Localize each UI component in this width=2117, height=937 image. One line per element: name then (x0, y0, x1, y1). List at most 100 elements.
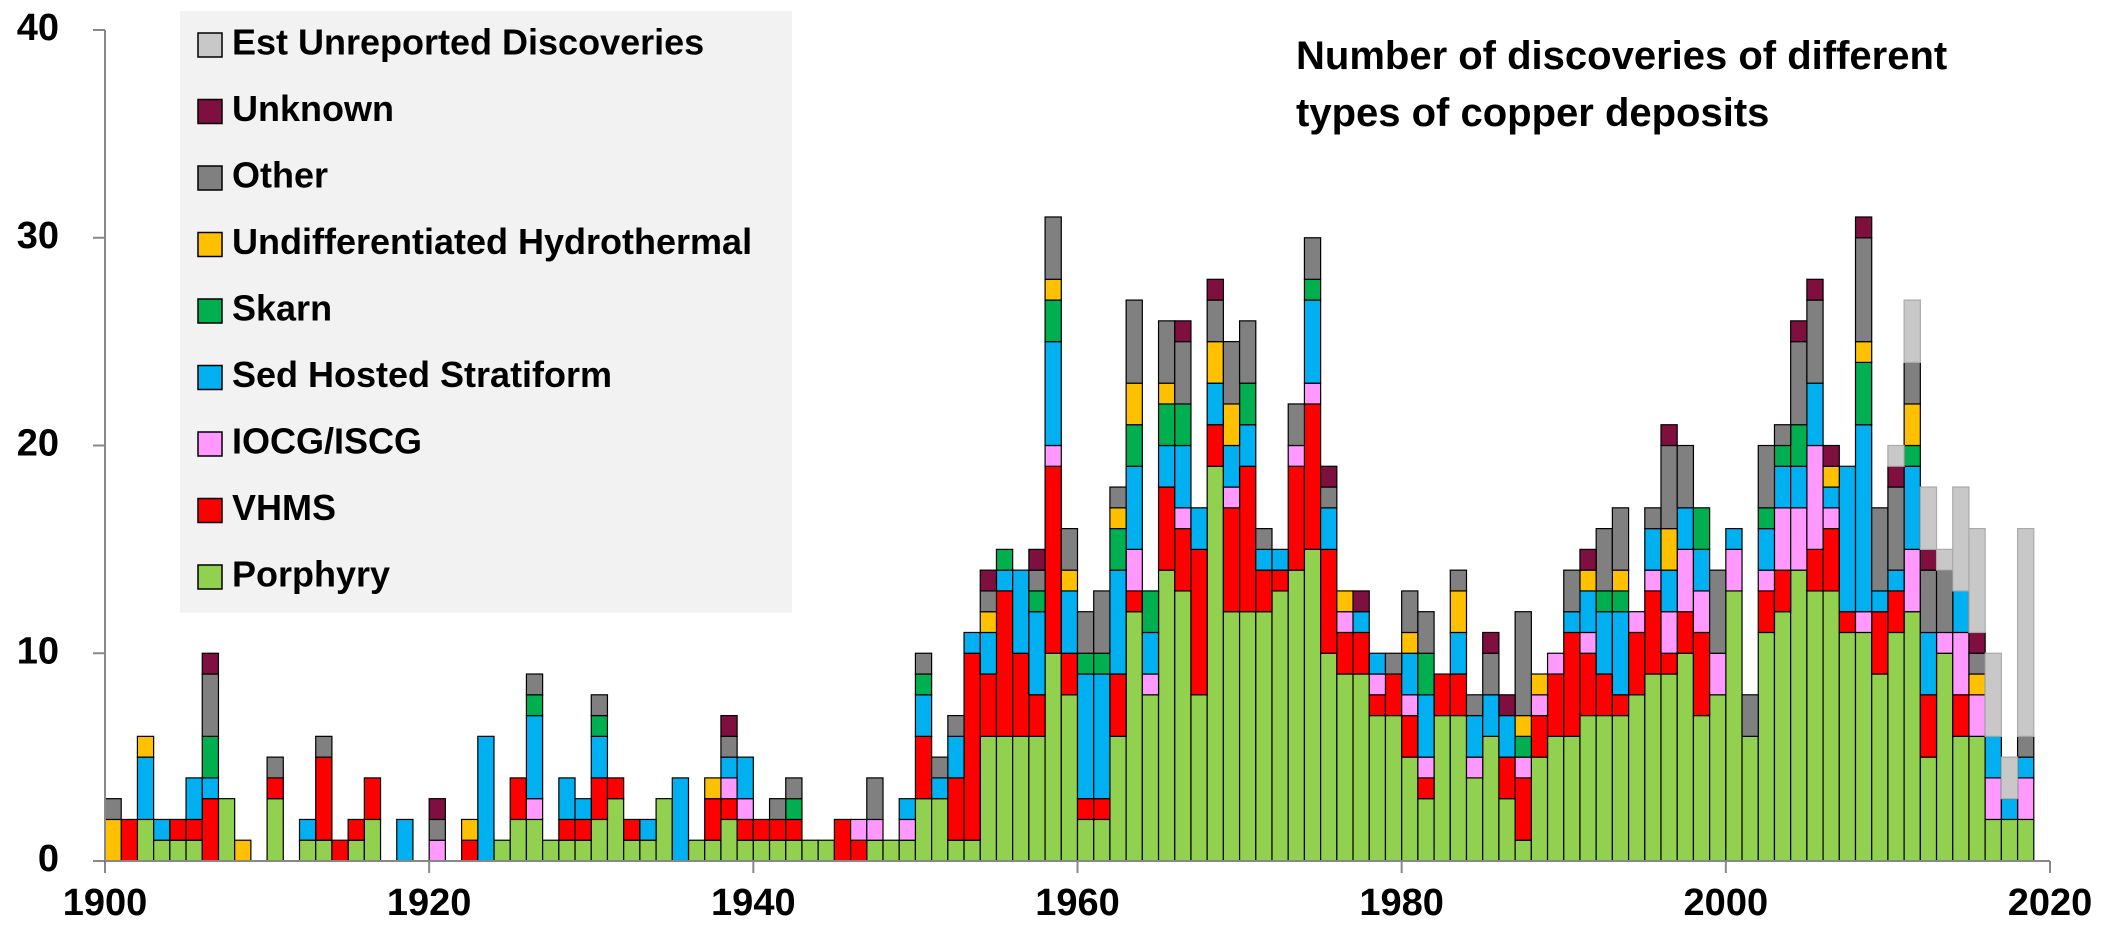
bar-segment (1028, 611, 1046, 696)
x-tick-label: 1920 (387, 882, 472, 924)
bar-segment (1044, 216, 1062, 280)
bar-segment (995, 548, 1014, 571)
x-tick-label: 2000 (1684, 882, 1769, 924)
bar-segment (525, 714, 544, 800)
bar-segment (1903, 403, 1921, 447)
bar-segment (1579, 631, 1597, 654)
bar-segment (1190, 548, 1208, 696)
bar-segment (2016, 527, 2035, 737)
bar-segment (1806, 382, 1824, 447)
bar-segment (1838, 631, 1857, 862)
bar-segment (1919, 486, 1938, 550)
bar-segment (525, 673, 544, 696)
bar-segment (1174, 590, 1192, 862)
bar-segment (1871, 673, 1889, 862)
bar-segment (720, 798, 738, 821)
bar-segment (720, 756, 738, 779)
bar-segment (1482, 631, 1500, 654)
bar-segment (1141, 590, 1160, 634)
bar-segment (1287, 444, 1306, 467)
bar-segment (1044, 444, 1062, 467)
bar-segment (1514, 839, 1532, 862)
bar-segment (995, 569, 1014, 592)
bar-segment (1579, 548, 1597, 571)
bar-segment (396, 818, 414, 862)
bar-segment (1838, 465, 1857, 613)
bar-segment (1887, 486, 1905, 571)
bar-segment (1449, 590, 1468, 634)
bar-segment (1109, 569, 1127, 675)
bar-segment (1417, 798, 1435, 862)
bar-segment (1238, 611, 1257, 862)
bar-segment (1303, 299, 1322, 384)
bar-segment (671, 777, 690, 862)
bar-segment (1303, 237, 1322, 280)
bar-segment (1012, 569, 1030, 654)
bar-segment (1141, 631, 1160, 675)
bar-segment (720, 818, 738, 862)
bar-segment (1255, 611, 1273, 862)
bar-segment (1660, 424, 1678, 447)
bar-segment (752, 839, 771, 862)
bar-segment (201, 798, 220, 862)
bar-segment (1644, 673, 1662, 862)
bar-segment (1125, 548, 1143, 592)
bar-segment (1401, 590, 1419, 634)
bar-segment (1498, 756, 1516, 800)
bar-segment (185, 818, 203, 841)
bar-segment (979, 735, 998, 862)
bar-segment (1611, 569, 1630, 592)
bar-segment (1546, 735, 1565, 862)
bar-segment (833, 818, 852, 862)
bar-segment (704, 777, 722, 800)
bar-segment (1773, 611, 1792, 862)
bar-segment (136, 818, 155, 862)
bar-segment (947, 735, 965, 779)
bar-segment (363, 818, 382, 862)
bar-segment (736, 756, 754, 800)
bar-segment (1287, 465, 1306, 571)
bar-segment (509, 818, 528, 862)
bar-segment (1676, 444, 1695, 509)
bar-segment (1125, 299, 1143, 384)
bar-segment (590, 694, 609, 717)
x-tick-label: 1940 (711, 882, 796, 924)
bar-segment (1692, 631, 1711, 717)
bar-segment (1935, 569, 1954, 634)
bar-segment (1887, 569, 1905, 592)
bar-segment (1806, 590, 1824, 862)
bar-segment (1449, 631, 1468, 675)
bar-segment (1919, 756, 1938, 862)
bar-segment (1303, 403, 1322, 550)
bar-segment (1238, 382, 1257, 426)
bar-segment (347, 839, 365, 862)
bar-segment (1644, 569, 1662, 592)
bar-segment (1644, 507, 1662, 530)
bar-segment (169, 839, 187, 862)
bar-segment (1303, 548, 1322, 862)
bar-segment (525, 798, 544, 821)
bar-segment (120, 818, 139, 862)
bar-segment (1044, 652, 1062, 862)
bar-segment (1206, 341, 1224, 384)
bar-segment (1563, 611, 1581, 634)
x-tick-label: 1960 (1035, 882, 1120, 924)
bar-segment (1854, 237, 1873, 343)
bar-segment (623, 818, 641, 841)
bar-segment (1968, 631, 1986, 654)
bar-segment (1595, 527, 1613, 592)
bar-segment (1498, 714, 1516, 758)
bar-segment (1449, 569, 1468, 592)
bar-segment (1352, 631, 1370, 675)
bar-segment (1854, 611, 1873, 634)
bar-segment (914, 735, 933, 800)
bar-segment (201, 777, 220, 800)
bar-segment (720, 735, 738, 758)
bar-segment (1822, 507, 1840, 530)
bar-segment (315, 735, 333, 758)
legend-label: Sed Hosted Stratiform (232, 354, 612, 395)
bar-segment (1401, 714, 1419, 758)
bar-segment (1044, 278, 1062, 301)
bar-segment (623, 839, 641, 862)
